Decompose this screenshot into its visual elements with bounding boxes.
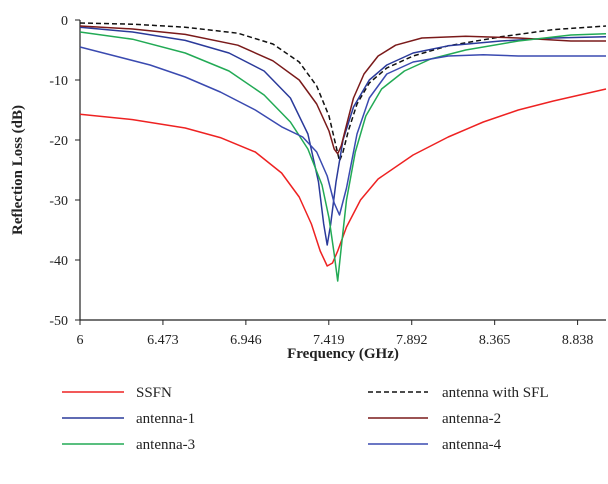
series-line-1	[79, 22, 607, 162]
plot-area	[79, 20, 607, 321]
y-tick-label: -40	[49, 254, 68, 269]
series-line-3	[79, 25, 606, 155]
x-tick-label: 7.419	[313, 333, 345, 348]
legend-label-3: antenna-2	[442, 411, 501, 427]
y-tick-label: 0	[61, 14, 68, 29]
x-tick-label: 8.838	[562, 333, 594, 348]
y-tick-label: -50	[49, 314, 68, 329]
series-line-2	[79, 26, 607, 246]
legend-label-4: antenna-3	[136, 437, 195, 453]
x-tick-label: 6.473	[147, 333, 179, 348]
y-axis: 0 -10 -20 -30 -40 -50	[49, 14, 80, 329]
legend-label-0: SSFN	[136, 385, 172, 401]
y-tick-label: -10	[49, 74, 68, 89]
legend: SSFN antenna with SFL antenna-1 antenna-2 an…	[62, 385, 549, 453]
legend-label-1: antenna with SFL	[442, 385, 549, 401]
x-tick-label: 7.892	[396, 333, 428, 348]
legend-label-5: antenna-4	[442, 437, 502, 453]
y-tick-label: -20	[49, 134, 68, 149]
series-line-5	[79, 46, 606, 216]
series-line-0	[79, 88, 607, 267]
x-axis: 6 6.473 6.946 7.419 7.892 8.365 8.838	[77, 320, 594, 348]
legend-label-2: antenna-1	[136, 411, 195, 427]
x-tick-label: 8.365	[479, 333, 511, 348]
y-axis-title: Reflection Loss (dB)	[10, 105, 26, 235]
x-axis-title: Frequency (GHz)	[287, 346, 399, 362]
y-tick-label: -30	[49, 194, 68, 209]
x-tick-label: 6	[77, 333, 84, 348]
x-tick-label: 6.946	[230, 333, 262, 348]
series-line-4	[79, 31, 607, 282]
